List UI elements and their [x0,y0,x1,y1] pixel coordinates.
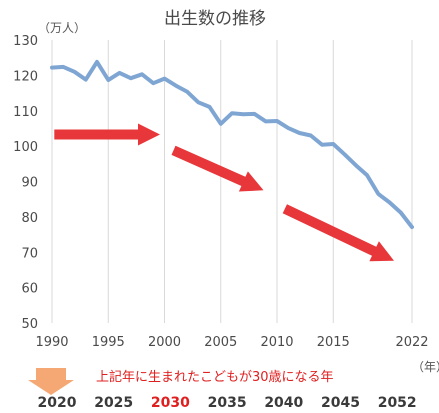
x-tick-1995: 1995 [92,335,125,350]
trend-arrows [54,123,394,262]
bottom-year-row: 2020 2025 2030 2035 2040 2045 2052 [28,368,417,411]
y-tick-110: 110 [13,105,38,120]
chart-title: 出生数の推移 [164,9,266,29]
y-tick-70: 70 [21,246,38,261]
x-tick-labels: 1990 1995 2000 2005 2010 2015 2022 [35,335,428,350]
y-tick-labels: 50 60 70 80 90 100 110 120 130 [13,34,38,332]
x-tick-2005: 2005 [204,335,237,350]
bottom-year-2040: 2040 [264,395,303,411]
bottom-year-2020: 2020 [38,395,77,411]
trend-arrow-1 [54,123,160,146]
trend-arrow-1-shape [54,123,160,146]
bottom-year-2030: 2030 [151,395,190,411]
x-tick-2000: 2000 [148,335,181,350]
x-tick-1990: 1990 [35,335,68,350]
trend-arrow-2 [171,145,264,192]
bottom-year-2025: 2025 [94,395,133,411]
down-arrow-icon [28,368,74,395]
bottom-note: 上記年に生まれたこどもが30歳になる年 [96,369,334,385]
gridlines [51,40,413,323]
y-tick-130: 130 [13,34,38,49]
y-axis-unit: （万人） [38,21,86,35]
trend-arrow-2-shape [171,145,264,192]
y-tick-50: 50 [21,317,38,332]
trend-arrow-3 [282,204,394,262]
bottom-year-2052: 2052 [378,395,417,411]
x-axis-unit: （年） [412,360,439,374]
x-tick-2022: 2022 [395,335,428,350]
series-line-0 [50,59,414,230]
y-tick-100: 100 [13,140,38,155]
y-tick-80: 80 [21,211,38,226]
bottom-year-2035: 2035 [208,395,247,411]
y-tick-60: 60 [21,282,38,297]
trend-arrow-3-shape [282,204,394,262]
bottom-year-2045: 2045 [321,395,360,411]
y-tick-90: 90 [21,176,38,191]
x-tick-2010: 2010 [260,335,293,350]
y-tick-120: 120 [13,69,38,84]
series-layer [50,59,414,230]
x-tick-2015: 2015 [317,335,350,350]
